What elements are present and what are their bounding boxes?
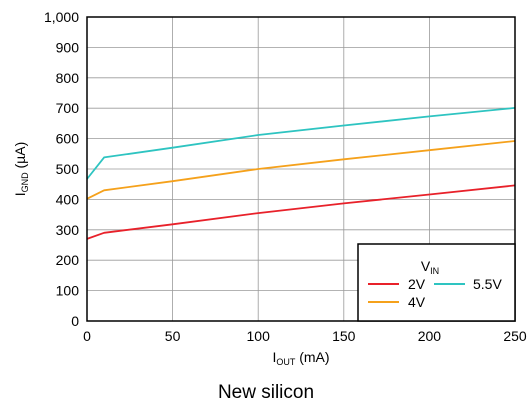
x-axis-title: IOUT (mA) [272, 349, 329, 367]
x-tick-label: 0 [83, 328, 91, 344]
y-tick-label: 800 [56, 70, 80, 86]
y-axis-title-main: I [12, 192, 28, 196]
x-tick-label: 50 [165, 328, 181, 344]
x-axis-title-main: I [272, 349, 276, 365]
series-line-4v [86, 140, 516, 200]
series-layer [86, 107, 516, 240]
series-line-2v [86, 184, 516, 240]
y-tick-label: 600 [56, 131, 80, 147]
x-tick-label: 200 [418, 328, 442, 344]
legend-items: 2V 4V 5.5V [368, 276, 502, 310]
legend-title: VIN [421, 258, 439, 276]
y-axis-title-unit-open: ( [12, 163, 28, 172]
legend: VIN 2V 4V 5.5V [357, 243, 516, 322]
y-tick-label: 200 [56, 252, 80, 268]
x-tick-label: 100 [247, 328, 271, 344]
y-tick-label: 100 [56, 283, 80, 299]
y-tick-label: 700 [56, 100, 80, 116]
plot-frame [86, 16, 516, 322]
legend-label-5-5v: 5.5V [473, 276, 502, 292]
legend-title-main: V [421, 258, 431, 274]
tick-layer: 0 50 100 150 200 250 0 100 200 300 400 500 600 700 800… [44, 9, 527, 344]
grid-layer [87, 17, 515, 321]
legend-label-4v: 4V [408, 294, 426, 310]
legend-title-sub: IN [430, 266, 439, 276]
y-tick-label: 1,000 [44, 9, 79, 25]
y-axis-title-sub: GND [20, 172, 30, 193]
y-tick-label: 900 [56, 39, 80, 55]
legend-box [357, 243, 516, 322]
x-axis-title-sub: OUT [276, 357, 296, 367]
figure-caption: New silicon [217, 382, 315, 403]
legend-label-2v: 2V [408, 276, 426, 292]
x-axis-title-unit: (mA) [295, 349, 329, 365]
y-tick-label: 500 [56, 161, 80, 177]
y-tick-label: 0 [71, 313, 79, 329]
y-tick-label: 300 [56, 222, 80, 238]
chart-svg: 0 50 100 150 200 250 0 100 200 300 400 500 600 700 800… [12, 9, 527, 367]
series-line-5-5v [86, 107, 516, 180]
x-tick-label: 150 [332, 328, 356, 344]
y-axis-title-mu: µ [12, 156, 28, 164]
y-axis-title: IGND (µA) [12, 142, 30, 197]
x-tick-label: 250 [503, 328, 527, 344]
y-axis-title-unit-close: A) [12, 142, 28, 156]
y-tick-label: 400 [56, 191, 80, 207]
